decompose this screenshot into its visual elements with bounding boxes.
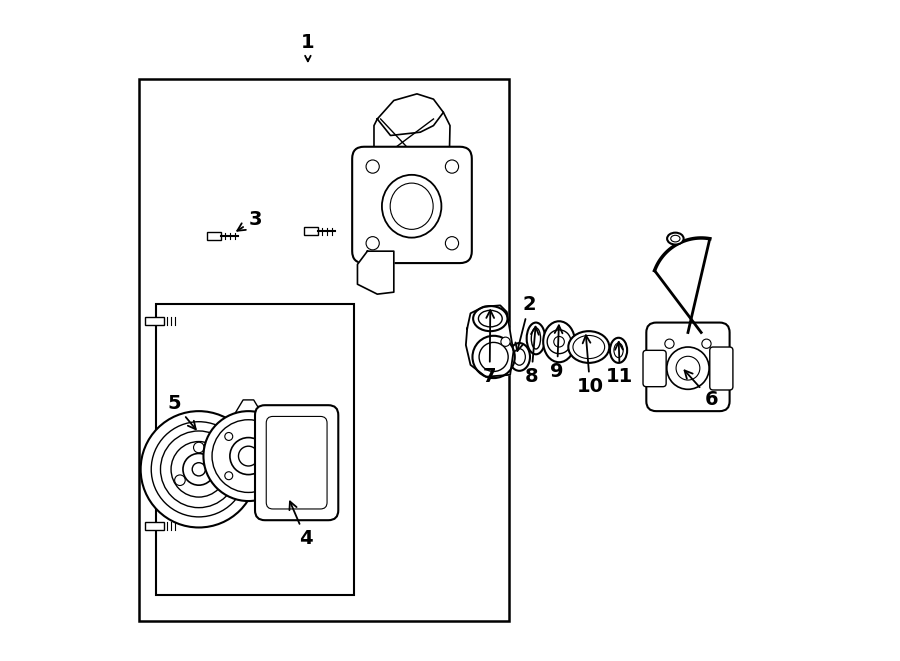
Circle shape	[366, 160, 379, 173]
FancyBboxPatch shape	[207, 232, 221, 240]
Circle shape	[446, 237, 459, 250]
Text: 10: 10	[577, 335, 604, 396]
Circle shape	[264, 472, 272, 480]
FancyBboxPatch shape	[352, 147, 472, 263]
FancyBboxPatch shape	[255, 405, 338, 520]
Circle shape	[702, 339, 711, 348]
Circle shape	[230, 438, 267, 475]
Text: 5: 5	[167, 394, 196, 429]
Ellipse shape	[526, 323, 545, 354]
Text: 1: 1	[302, 34, 315, 52]
FancyBboxPatch shape	[145, 522, 165, 530]
Ellipse shape	[568, 331, 609, 363]
Text: 9: 9	[550, 325, 563, 381]
Text: 11: 11	[607, 342, 634, 386]
Circle shape	[183, 453, 215, 485]
FancyBboxPatch shape	[145, 317, 165, 325]
Text: 8: 8	[525, 327, 539, 386]
FancyBboxPatch shape	[643, 350, 666, 387]
Polygon shape	[466, 305, 514, 377]
Ellipse shape	[667, 233, 684, 245]
Circle shape	[225, 432, 233, 440]
Bar	[156, 304, 355, 595]
Ellipse shape	[573, 338, 585, 352]
Circle shape	[140, 411, 257, 527]
Text: 7: 7	[483, 310, 497, 386]
Circle shape	[264, 432, 272, 440]
Circle shape	[225, 472, 233, 480]
Circle shape	[446, 160, 459, 173]
Circle shape	[366, 237, 379, 250]
Text: 3: 3	[238, 210, 262, 231]
FancyBboxPatch shape	[710, 347, 733, 390]
Circle shape	[472, 336, 515, 378]
Text: 4: 4	[290, 502, 312, 548]
Circle shape	[665, 339, 674, 348]
Polygon shape	[377, 94, 444, 136]
FancyBboxPatch shape	[646, 323, 730, 411]
Polygon shape	[357, 251, 394, 294]
Text: 6: 6	[685, 370, 718, 409]
Circle shape	[501, 337, 510, 346]
Ellipse shape	[473, 306, 508, 331]
Text: 2: 2	[516, 295, 536, 351]
FancyBboxPatch shape	[304, 227, 319, 235]
Ellipse shape	[508, 343, 530, 371]
Ellipse shape	[544, 321, 575, 362]
Bar	[140, 79, 509, 621]
Circle shape	[203, 411, 293, 501]
Ellipse shape	[610, 338, 627, 363]
